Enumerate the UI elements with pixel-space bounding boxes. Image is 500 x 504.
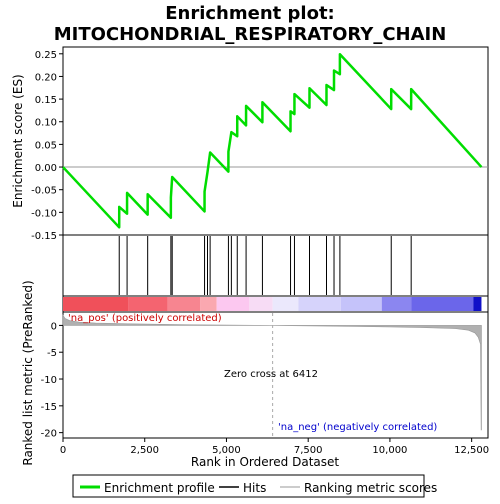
es-curve: [62, 53, 483, 229]
hits-layer: [118, 236, 412, 295]
es-tick-label-6: 0.15: [35, 95, 57, 106]
hits-panel: [62, 234, 489, 297]
metric-layer: [62, 313, 482, 437]
x-tick-label-3: 7,500: [294, 445, 323, 456]
color-bar-segment-11: [473, 297, 482, 311]
color-bar-segment-1: [128, 297, 168, 311]
x-tick-label-0: 0: [60, 445, 66, 456]
metric-tick-label-2: -10: [41, 375, 57, 386]
color-bar-segment-9: [381, 297, 412, 311]
color-bar-segment-10: [411, 297, 474, 311]
metric-panel: [62, 311, 489, 439]
es-tick-label-4: 0.05: [35, 140, 57, 151]
metric-axis-title: Ranked list metric (PreRanked): [21, 280, 35, 465]
legend-label-hits: Hits: [243, 481, 266, 495]
es-tick-label-0: -0.15: [31, 231, 57, 242]
es-tick-label-7: 0.20: [35, 72, 57, 83]
es-tick-label-1: -0.10: [31, 208, 57, 219]
es-panel: [62, 46, 489, 236]
legend-label-metric: Ranking metric scores: [304, 481, 437, 495]
color-bar-segment-7: [298, 297, 341, 311]
x-tick-label-4: 10,000: [372, 445, 407, 456]
color-bar-segment-3: [200, 297, 217, 311]
color-bar-segment-6: [272, 297, 299, 311]
legend-box: [72, 474, 425, 498]
metric-tick-label-0: 0: [51, 321, 57, 332]
chart-title-line2: MITOCHONDRIAL_RESPIRATORY_CHAIN: [54, 24, 447, 45]
color-bar-segment-4: [216, 297, 250, 311]
metric-tick-label-1: -5: [47, 348, 57, 359]
color-bar-segment-2: [167, 297, 201, 311]
es-axis-title: Enrichment score (ES): [11, 74, 25, 207]
zero-cross-label: Zero cross at 6412: [224, 369, 318, 380]
pos-correlated-label: 'na_pos' (positively correlated): [68, 313, 222, 324]
color-bar-segment-5: [249, 297, 273, 311]
color-bar-segment-0: [63, 297, 129, 311]
chart-title-line1: Enrichment plot:: [165, 3, 335, 24]
metric-tick-label-4: -20: [41, 429, 57, 440]
color-bar-layer: [63, 297, 482, 311]
es-tick-label-3: 0.00: [35, 163, 57, 174]
legend: Enrichment profile Hits Ranking metric s…: [72, 474, 437, 498]
x-axis-title: Rank in Ordered Dataset: [191, 455, 339, 469]
neg-correlated-label: 'na_neg' (negatively correlated): [278, 422, 437, 433]
legend-label-enrichment: Enrichment profile: [104, 481, 215, 495]
es-layer: [62, 53, 488, 229]
x-tick-label-1: 2,500: [130, 445, 159, 456]
axis-layer: -0.15 -0.10 -0.05 0.00 0.05 0.10 0.15 0.20 0.25 0…: [31, 50, 489, 456]
es-tick-label-5: 0.10: [35, 118, 57, 129]
es-tick-label-8: 0.25: [35, 50, 57, 61]
x-tick-label-5: 12,500: [454, 445, 489, 456]
x-tick-label-2: 5,000: [212, 445, 241, 456]
metric-area: [62, 314, 482, 431]
es-tick-label-2: -0.05: [31, 186, 57, 197]
color-bar-segment-8: [340, 297, 382, 311]
metric-tick-label-3: -15: [41, 402, 57, 413]
